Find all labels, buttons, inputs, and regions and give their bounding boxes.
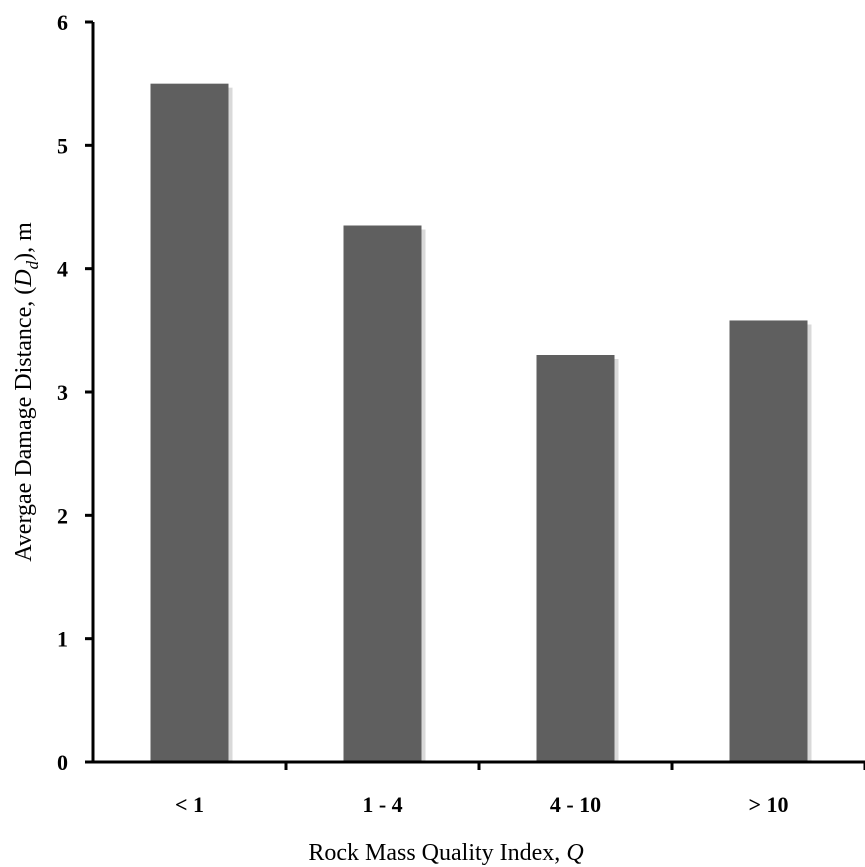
bars-layer xyxy=(150,83,812,762)
y-axis-title-main: Avergae Damage Distance, ( xyxy=(11,287,37,562)
bar xyxy=(343,225,422,762)
y-tick-label: 0 xyxy=(57,750,68,775)
y-tick-label: 5 xyxy=(57,133,68,158)
bar xyxy=(150,83,229,762)
x-tick-label: > 10 xyxy=(748,792,788,817)
y-tick-label: 6 xyxy=(57,10,68,35)
x-tick-label: 4 - 10 xyxy=(550,792,601,817)
x-ticks xyxy=(284,762,865,770)
x-axis-title-main: Rock Mass Quality Index, xyxy=(308,840,560,866)
x-axis-title-symbol: Q xyxy=(566,840,583,866)
x-tick-labels: < 1 1 - 4 4 - 10 > 10 xyxy=(175,792,789,817)
y-axis-title-symbol: D xyxy=(11,269,37,287)
y-axis-title-subscript: d xyxy=(23,260,42,269)
y-axis-title: Avergae Damage Distance, (Dd), m xyxy=(11,222,42,562)
bar xyxy=(729,320,808,762)
y-axis-title-tail: ), m xyxy=(11,222,37,261)
y-tick-label: 2 xyxy=(57,503,68,528)
x-tick-label: < 1 xyxy=(175,792,204,817)
y-ticks: 0 1 2 3 4 5 6 xyxy=(57,10,93,775)
bar xyxy=(536,355,615,762)
y-tick-label: 1 xyxy=(57,627,68,652)
y-tick-label: 4 xyxy=(57,257,68,282)
x-axis-title: Rock Mass Quality Index, Q xyxy=(308,840,583,866)
y-tick-label: 3 xyxy=(57,380,68,405)
x-tick-label: 1 - 4 xyxy=(362,792,402,817)
